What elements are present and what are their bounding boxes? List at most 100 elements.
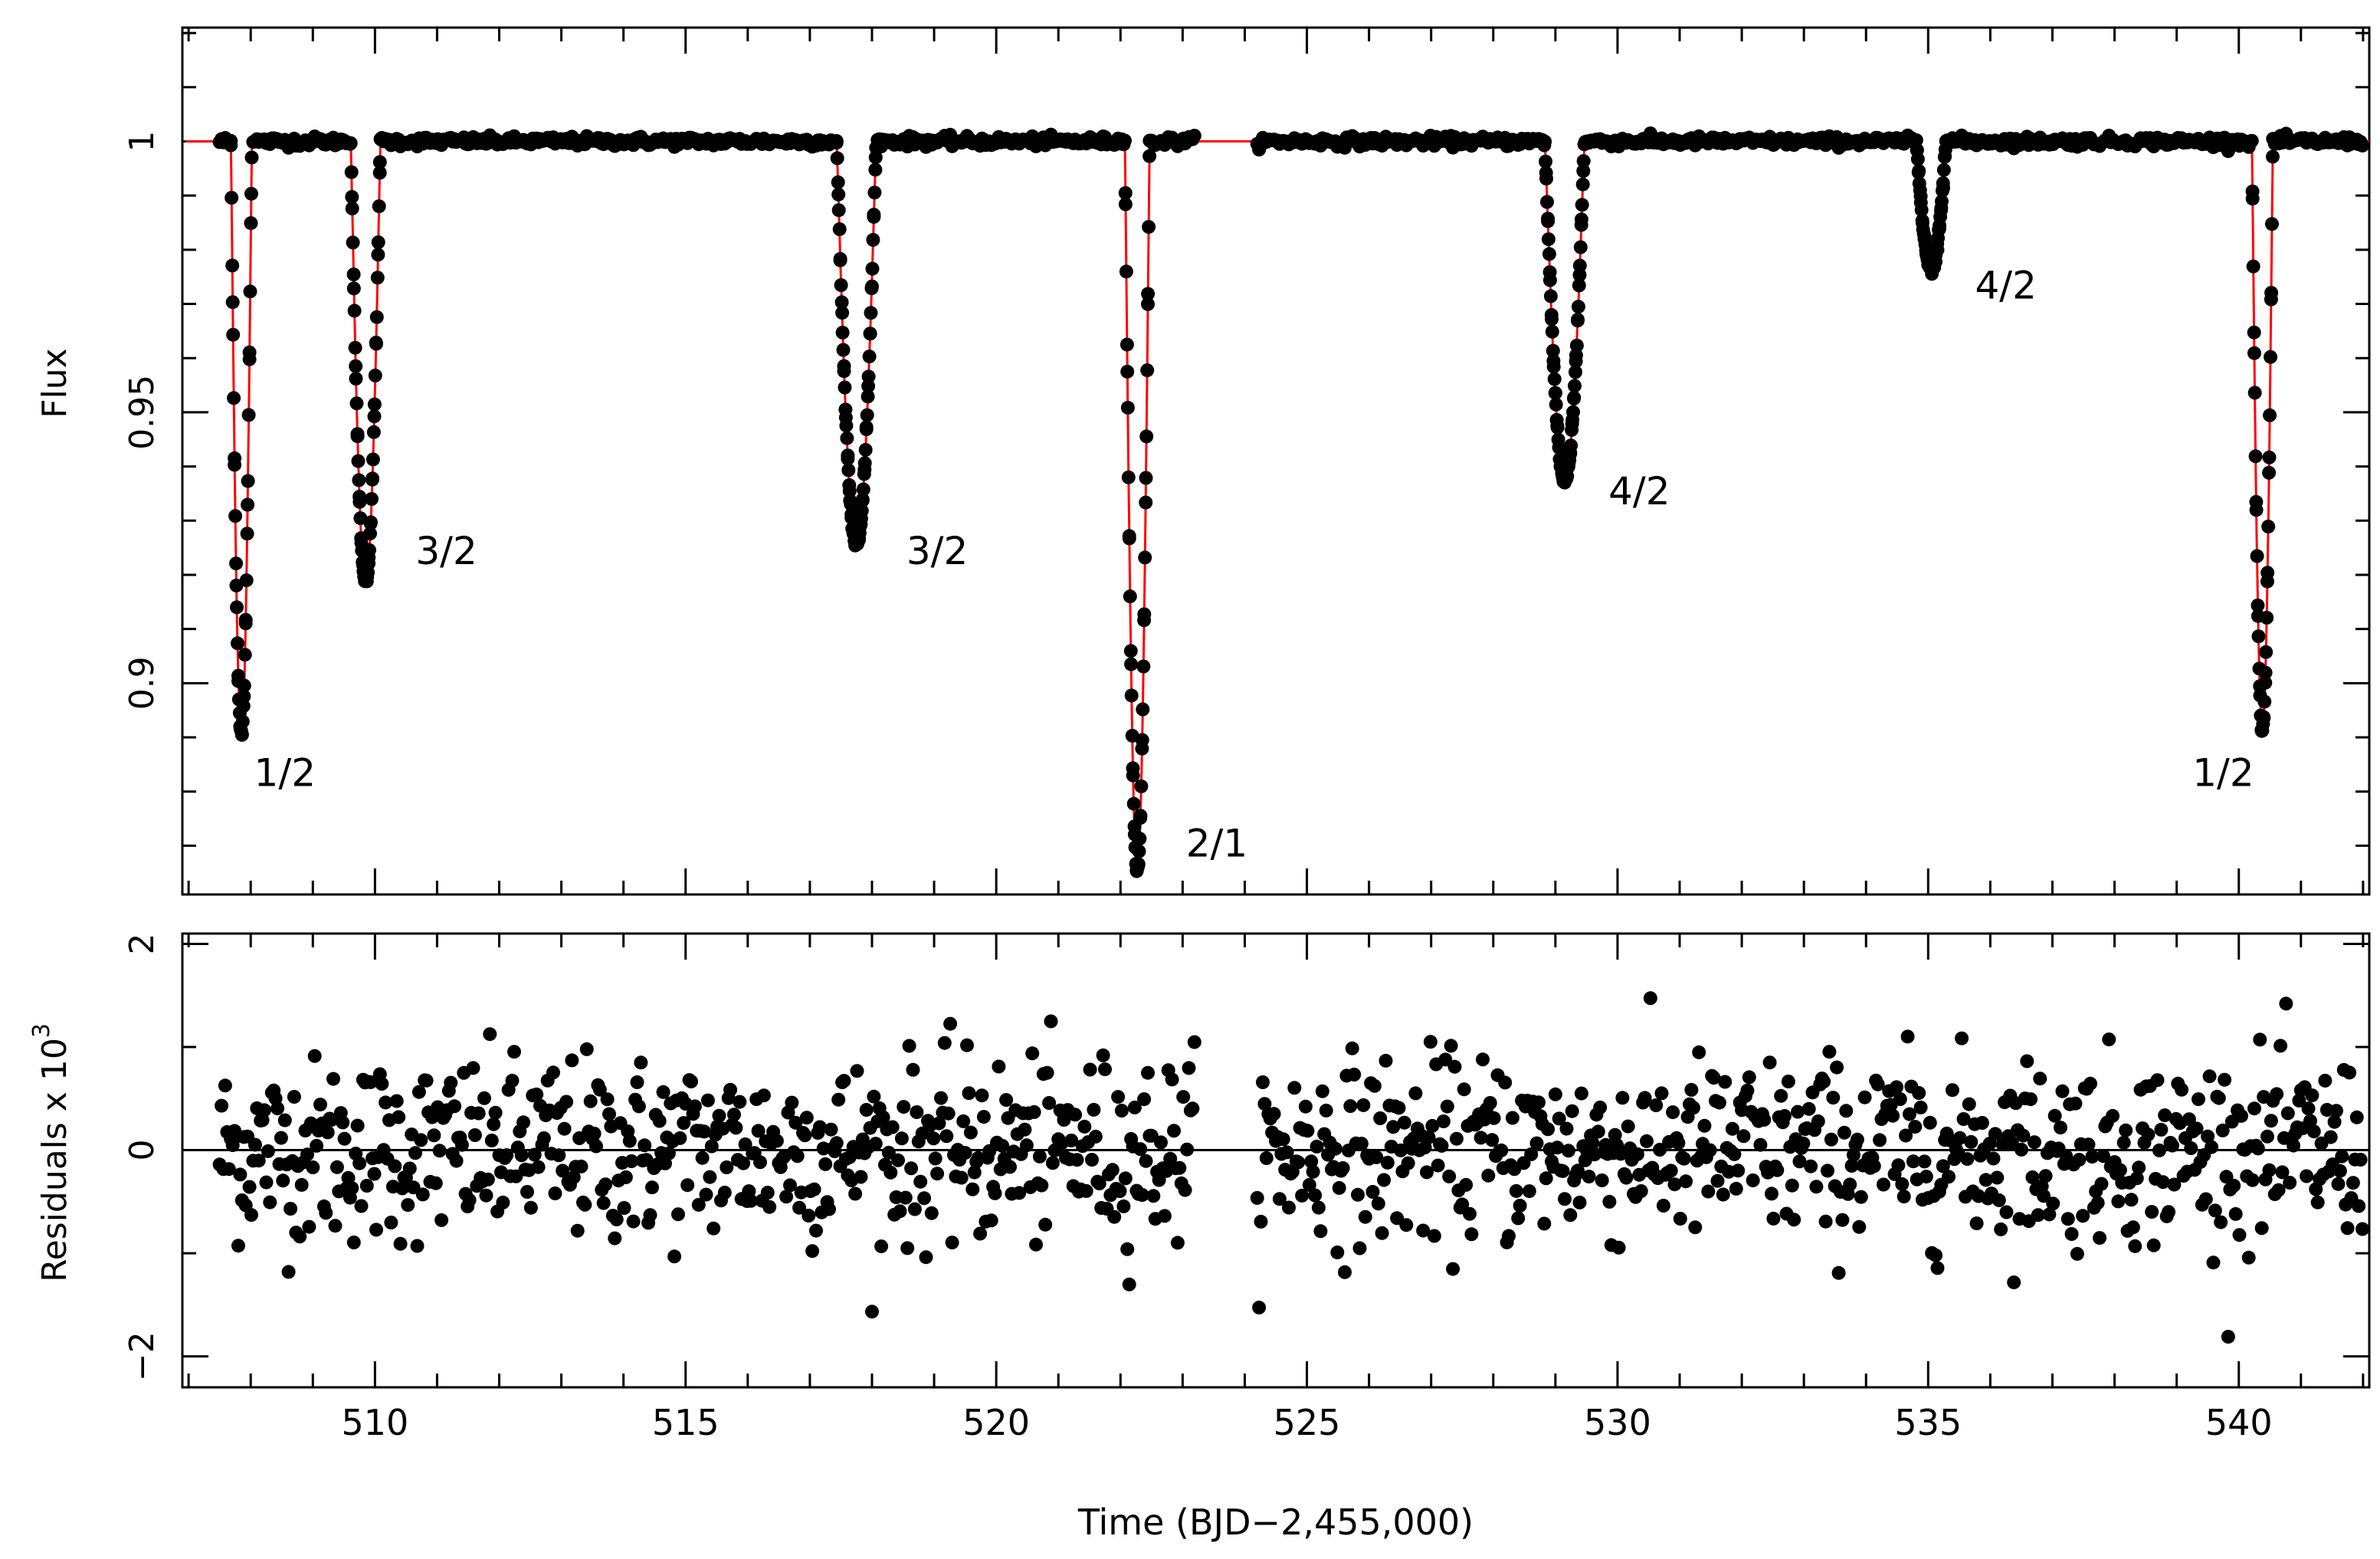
residual-point bbox=[598, 1177, 613, 1192]
residual-point bbox=[1068, 1108, 1083, 1122]
residual-point bbox=[1408, 1086, 1423, 1101]
flux-point bbox=[349, 372, 363, 386]
residual-point bbox=[1511, 1211, 1526, 1226]
residual-point bbox=[1831, 1265, 1846, 1280]
residual-point bbox=[556, 1164, 570, 1178]
residual-point bbox=[756, 1088, 771, 1103]
residual-point bbox=[1096, 1048, 1110, 1062]
residual-point bbox=[1572, 1195, 1587, 1209]
residual-point bbox=[1343, 1099, 1358, 1114]
residual-point bbox=[1529, 1136, 1544, 1150]
residual-point bbox=[934, 1091, 948, 1105]
flux-point bbox=[364, 515, 378, 530]
residual-point bbox=[1908, 1120, 1923, 1134]
residual-point bbox=[2007, 1275, 2021, 1290]
residual-point bbox=[2198, 1192, 2213, 1206]
residual-point bbox=[1434, 1138, 1449, 1153]
residual-point bbox=[1120, 1242, 1135, 1256]
residual-point bbox=[1999, 1205, 2014, 1219]
flux-point bbox=[835, 306, 850, 320]
residual-point bbox=[529, 1087, 544, 1101]
residual-point bbox=[516, 1115, 531, 1130]
flux-point bbox=[831, 175, 845, 189]
residual-point bbox=[2116, 1135, 2131, 1150]
flux-point bbox=[867, 209, 881, 224]
residual-point bbox=[2158, 1108, 2172, 1123]
residual-point bbox=[1498, 1075, 1513, 1090]
residual-point bbox=[326, 1072, 340, 1086]
residual-point bbox=[447, 1099, 462, 1114]
residual-point bbox=[2247, 1101, 2261, 1116]
residual-point bbox=[1371, 1196, 1385, 1211]
residual-point bbox=[1347, 1068, 1362, 1081]
residual-point bbox=[1673, 1212, 1687, 1226]
flux-point bbox=[861, 369, 876, 384]
residual-point bbox=[883, 1165, 898, 1180]
residual-point bbox=[897, 1100, 911, 1114]
residual-point bbox=[2227, 1178, 2241, 1193]
residual-point bbox=[1040, 1065, 1054, 1080]
residual-point bbox=[221, 1162, 236, 1177]
residual-point bbox=[1107, 1209, 1122, 1224]
flux-point bbox=[838, 402, 853, 417]
residual-point bbox=[680, 1178, 695, 1193]
residual-point bbox=[484, 1134, 499, 1147]
residual-point bbox=[319, 1206, 333, 1220]
flux-point bbox=[346, 267, 361, 281]
residual-point bbox=[2076, 1209, 2090, 1223]
residual-point bbox=[257, 1103, 271, 1118]
residual-point bbox=[574, 1159, 588, 1173]
residual-point bbox=[1824, 1132, 1838, 1147]
flux-point bbox=[867, 185, 882, 200]
residual-point bbox=[2070, 1246, 2084, 1261]
residual-point bbox=[2318, 1073, 2332, 1088]
residual-point bbox=[1929, 1248, 1943, 1262]
residual-point bbox=[1070, 1153, 1084, 1167]
residual-point bbox=[1386, 1120, 1401, 1134]
flux-point bbox=[367, 409, 382, 424]
residual-point bbox=[1113, 1184, 1127, 1198]
residual-point bbox=[1306, 1164, 1320, 1179]
residual-point bbox=[1291, 1155, 1306, 1170]
residual-point bbox=[1280, 1145, 1294, 1160]
residual-point bbox=[1811, 1114, 1825, 1128]
flux-point bbox=[1543, 289, 1558, 304]
residuals-y-axis-label-text: Residuals x 10 bbox=[35, 1038, 74, 1282]
residual-point bbox=[1272, 1192, 1287, 1206]
time-x-tick-label: 515 bbox=[652, 1402, 720, 1443]
flux-point bbox=[1571, 300, 1585, 314]
residual-point bbox=[428, 1176, 443, 1190]
residual-point bbox=[2245, 1173, 2260, 1187]
residual-point bbox=[410, 1239, 425, 1253]
residual-point bbox=[1401, 1156, 1415, 1170]
residual-point bbox=[425, 1110, 439, 1124]
flux-point bbox=[1131, 858, 1146, 872]
residual-point bbox=[788, 1115, 803, 1130]
residual-point bbox=[2287, 1138, 2301, 1153]
residual-point bbox=[1003, 1160, 1017, 1174]
residual-point bbox=[1877, 1177, 1890, 1192]
flux-point bbox=[352, 473, 366, 487]
flux-point bbox=[1135, 741, 1149, 756]
flux-point bbox=[1935, 194, 1949, 208]
flux-point bbox=[832, 222, 847, 236]
residual-point bbox=[1259, 1151, 1274, 1165]
residual-point bbox=[1666, 1105, 1680, 1120]
residual-point bbox=[406, 1180, 421, 1195]
residual-point bbox=[2332, 1164, 2347, 1178]
residual-point bbox=[854, 1170, 868, 1184]
flux-point bbox=[225, 258, 240, 273]
residual-point bbox=[2355, 1222, 2370, 1236]
flux-point bbox=[1577, 137, 1592, 152]
flux-point bbox=[838, 380, 852, 395]
flux-point bbox=[1911, 166, 1926, 179]
residual-point bbox=[1706, 1071, 1721, 1085]
flux-point bbox=[1119, 264, 1133, 279]
residual-point bbox=[941, 1106, 956, 1121]
residual-point bbox=[1352, 1241, 1367, 1255]
residual-point bbox=[1079, 1183, 1093, 1198]
residual-point bbox=[1563, 1208, 1578, 1223]
residual-point bbox=[432, 1144, 447, 1158]
residual-point bbox=[924, 1206, 939, 1220]
residual-point bbox=[401, 1198, 415, 1213]
